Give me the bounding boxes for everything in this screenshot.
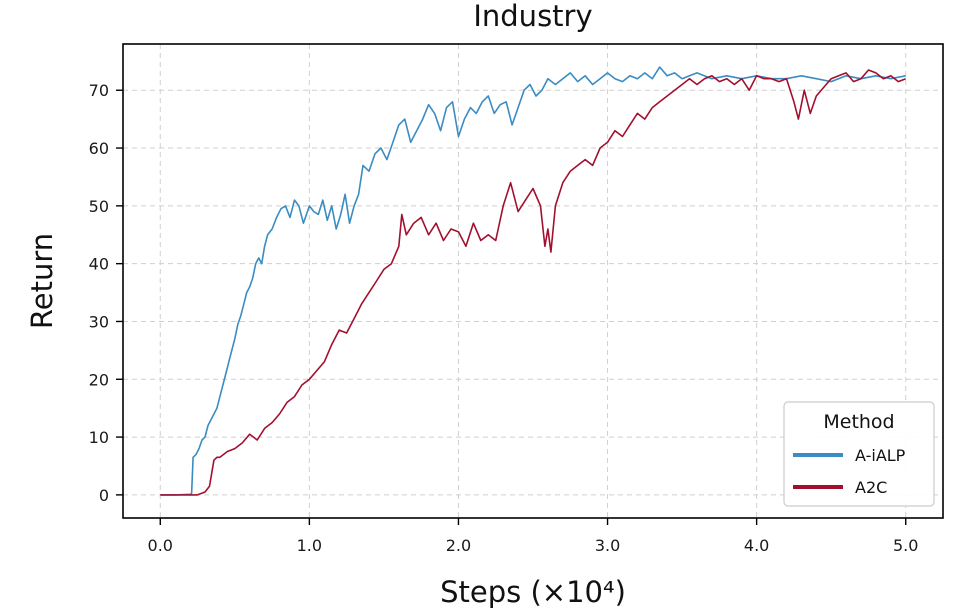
x-tick-label: 5.0	[893, 536, 918, 555]
series-layer	[160, 66, 906, 496]
legend-label-a-ialp: A-iALP	[855, 446, 906, 465]
x-tick-label: 3.0	[595, 536, 620, 555]
y-tick-label: 0	[99, 486, 109, 505]
y-tick-label: 60	[89, 139, 109, 158]
x-tick-label: 0.0	[148, 536, 173, 555]
legend: Method A-iALP A2C	[783, 401, 935, 507]
legend-label-a2c: A2C	[855, 478, 887, 497]
y-tick-label: 30	[89, 312, 109, 331]
series-line-a-ialp	[160, 66, 906, 496]
chart-title: Industry	[473, 0, 592, 33]
y-tick-label: 20	[89, 370, 109, 389]
legend-box	[783, 401, 935, 507]
series-line-a2c	[160, 69, 906, 496]
y-axis-ticks: 0 10 20 30 40 50 60 70	[89, 81, 123, 505]
legend-title: Method	[823, 411, 894, 433]
x-axis-ticks: 0.0 1.0 2.0 3.0 4.0 5.0	[148, 518, 918, 555]
plot-frame	[122, 43, 944, 519]
y-tick-label: 70	[89, 81, 109, 100]
y-tick-label: 50	[89, 197, 109, 216]
x-tick-label: 4.0	[744, 536, 769, 555]
y-axis-title: Return	[25, 233, 59, 329]
x-tick-label: 1.0	[297, 536, 322, 555]
y-tick-label: 10	[89, 428, 109, 447]
grid	[123, 44, 943, 518]
x-tick-label: 2.0	[446, 536, 471, 555]
y-tick-label: 40	[89, 255, 109, 274]
x-axis-title: Steps (×10⁴)	[440, 575, 626, 609]
